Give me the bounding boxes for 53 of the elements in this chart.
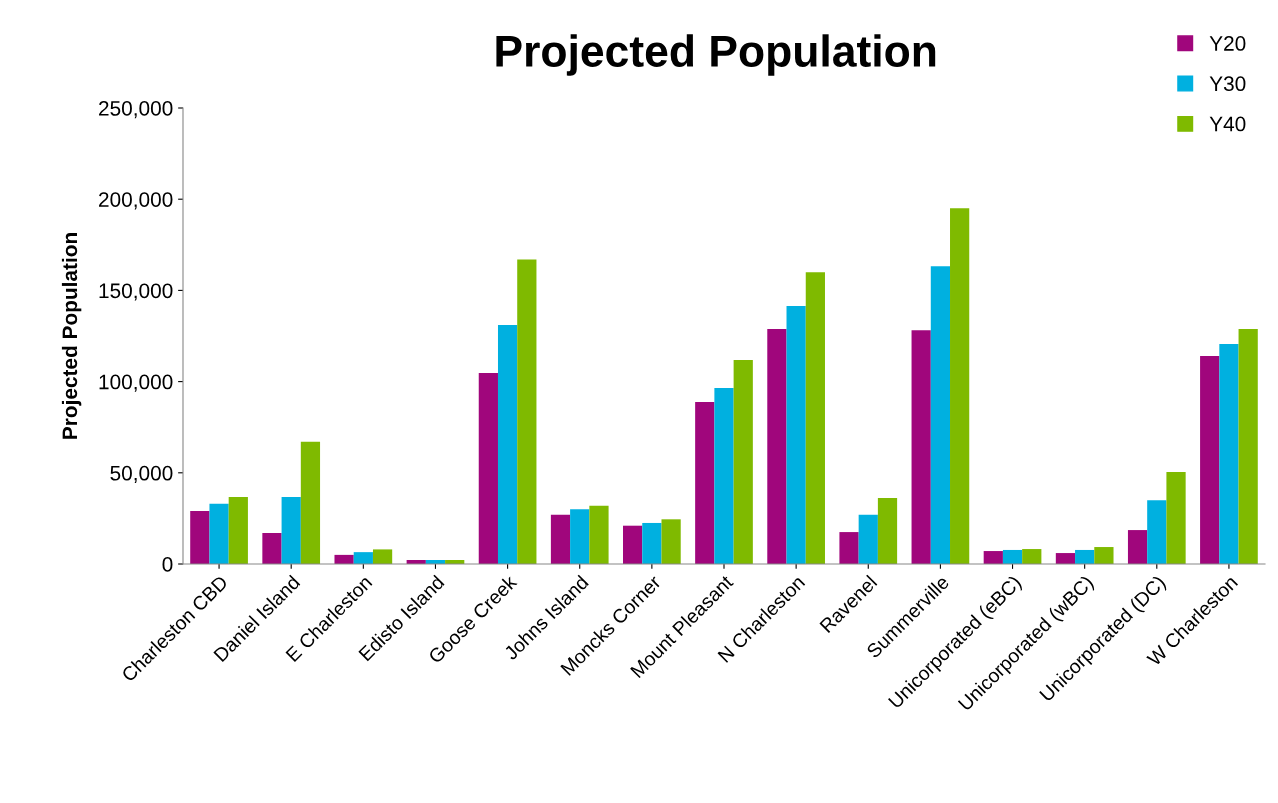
bar <box>1238 329 1258 564</box>
bar <box>839 532 859 564</box>
legend-label: Y40 <box>1209 116 1246 132</box>
bar <box>786 306 806 564</box>
bar <box>858 514 878 564</box>
bar <box>661 519 681 564</box>
y-tick-label: 0 <box>162 557 173 572</box>
bar <box>1166 472 1186 564</box>
bar <box>1094 547 1114 564</box>
bar <box>1147 500 1167 564</box>
bar <box>190 511 210 564</box>
bar <box>767 329 787 564</box>
bar <box>1002 549 1023 564</box>
y-axis-title: Projected Population <box>61 233 82 439</box>
bar <box>1127 530 1148 564</box>
bar <box>877 497 898 564</box>
bar <box>353 552 373 564</box>
bar <box>228 497 248 564</box>
y-tick-label: 50,000 <box>110 465 173 484</box>
bar <box>733 360 753 564</box>
bar <box>983 551 1003 564</box>
legend-label: Y20 <box>1209 36 1246 51</box>
bar <box>334 554 354 564</box>
bar <box>642 522 662 564</box>
bar <box>911 330 931 564</box>
bar <box>1200 356 1220 564</box>
bar <box>714 387 734 564</box>
bar <box>300 441 321 564</box>
y-tick-label: 100,000 <box>99 374 173 392</box>
bar <box>1055 553 1076 564</box>
chart-title: Projected Population <box>496 34 936 76</box>
bar <box>930 266 951 564</box>
bar <box>372 549 393 564</box>
bar <box>478 373 498 564</box>
bar <box>623 525 643 564</box>
bar <box>950 208 970 564</box>
bar <box>517 259 537 564</box>
y-tick-label: 150,000 <box>99 283 173 301</box>
bar <box>209 503 229 564</box>
y-tick-label: 250,000 <box>99 101 173 119</box>
bar <box>281 497 301 564</box>
bar <box>805 272 825 564</box>
bar <box>550 514 571 564</box>
bar <box>1219 344 1239 564</box>
legend-label: Y30 <box>1209 76 1246 92</box>
bar <box>695 402 715 564</box>
y-tick-label: 200,000 <box>99 192 173 210</box>
bar <box>589 505 609 564</box>
bar <box>570 509 590 564</box>
bar <box>1075 549 1095 564</box>
bar <box>1022 549 1042 564</box>
bar <box>497 325 518 564</box>
bar <box>262 532 282 564</box>
